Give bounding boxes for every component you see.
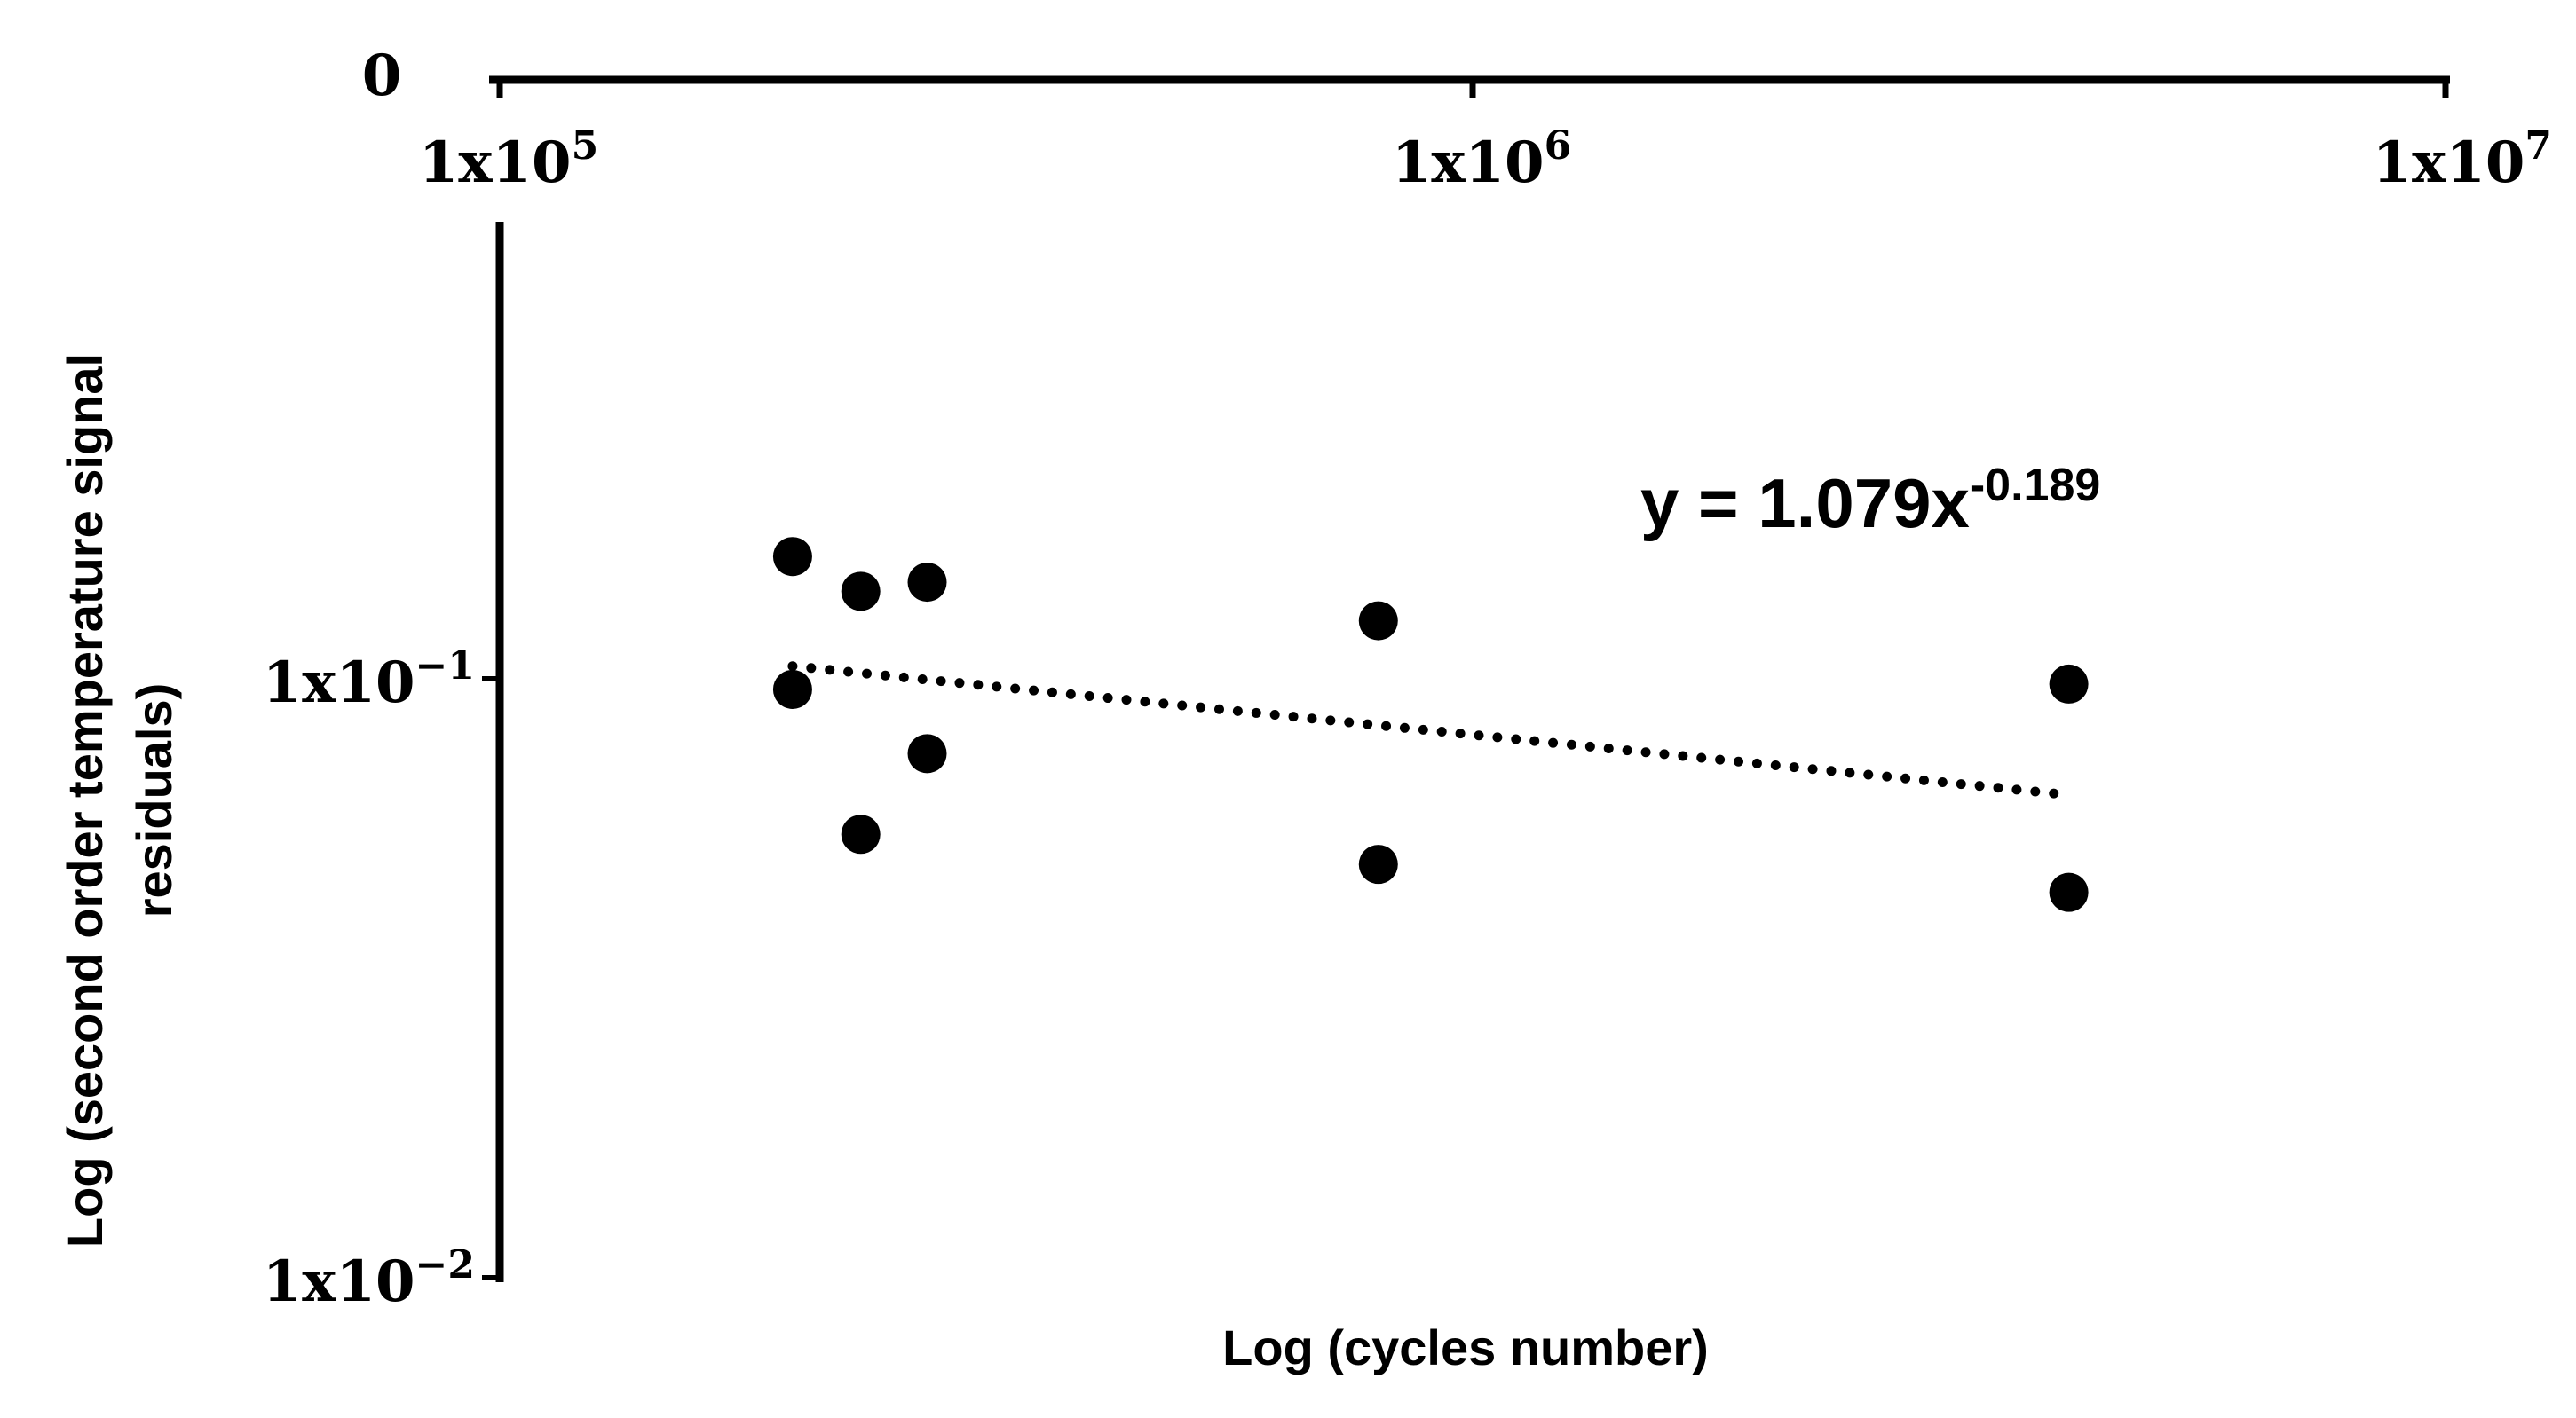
y-tick-label: 1x10−1	[263, 643, 475, 716]
data-points	[772, 537, 2089, 912]
y-tick-exponent: −2	[415, 1242, 475, 1288]
corner-label-zero: 0	[362, 43, 402, 109]
y-axis-title-line2: residuals)	[126, 683, 182, 918]
y-tick-base: 1x10	[263, 650, 415, 716]
x-tick-base: 1x10	[2373, 130, 2525, 196]
x-axis-title: Log (cycles number)	[1222, 1320, 1709, 1375]
data-point	[2049, 872, 2089, 912]
data-point	[841, 571, 881, 611]
trendline-path	[787, 661, 2074, 800]
x-tick-label: 1x105	[419, 123, 598, 196]
trendline	[787, 661, 2074, 800]
data-point	[907, 734, 947, 774]
x-tick-base: 1x10	[419, 130, 572, 196]
data-point	[2049, 664, 2089, 704]
y-tick-exponent: −1	[415, 643, 475, 689]
y-axis-title-line1: Log (second order temperature signal	[57, 353, 113, 1248]
data-point	[907, 563, 947, 603]
trendline-equation: y = 1.079x-0.189	[1640, 460, 2100, 542]
data-point	[772, 537, 812, 577]
x-tick-label: 1x107	[2373, 123, 2552, 196]
data-point	[772, 669, 812, 709]
x-tick-label: 1x106	[1392, 123, 1571, 196]
data-point	[1358, 845, 1398, 885]
x-tick-exponent: 7	[2525, 123, 2552, 169]
x-tick-exponent: 5	[572, 123, 599, 169]
x-ticks: 1x105 1x106 1x107	[419, 78, 2552, 196]
x-tick-base: 1x10	[1392, 130, 1545, 196]
data-point	[841, 815, 881, 855]
equation-exponent: -0.189	[1970, 460, 2100, 511]
x-tick-exponent: 6	[1545, 123, 1572, 169]
y-tick-base: 1x10	[263, 1249, 415, 1315]
equation-prefix: y = 1.079x	[1640, 464, 1970, 542]
data-point	[1358, 601, 1398, 641]
y-tick-label: 1x10−2	[263, 1242, 475, 1315]
